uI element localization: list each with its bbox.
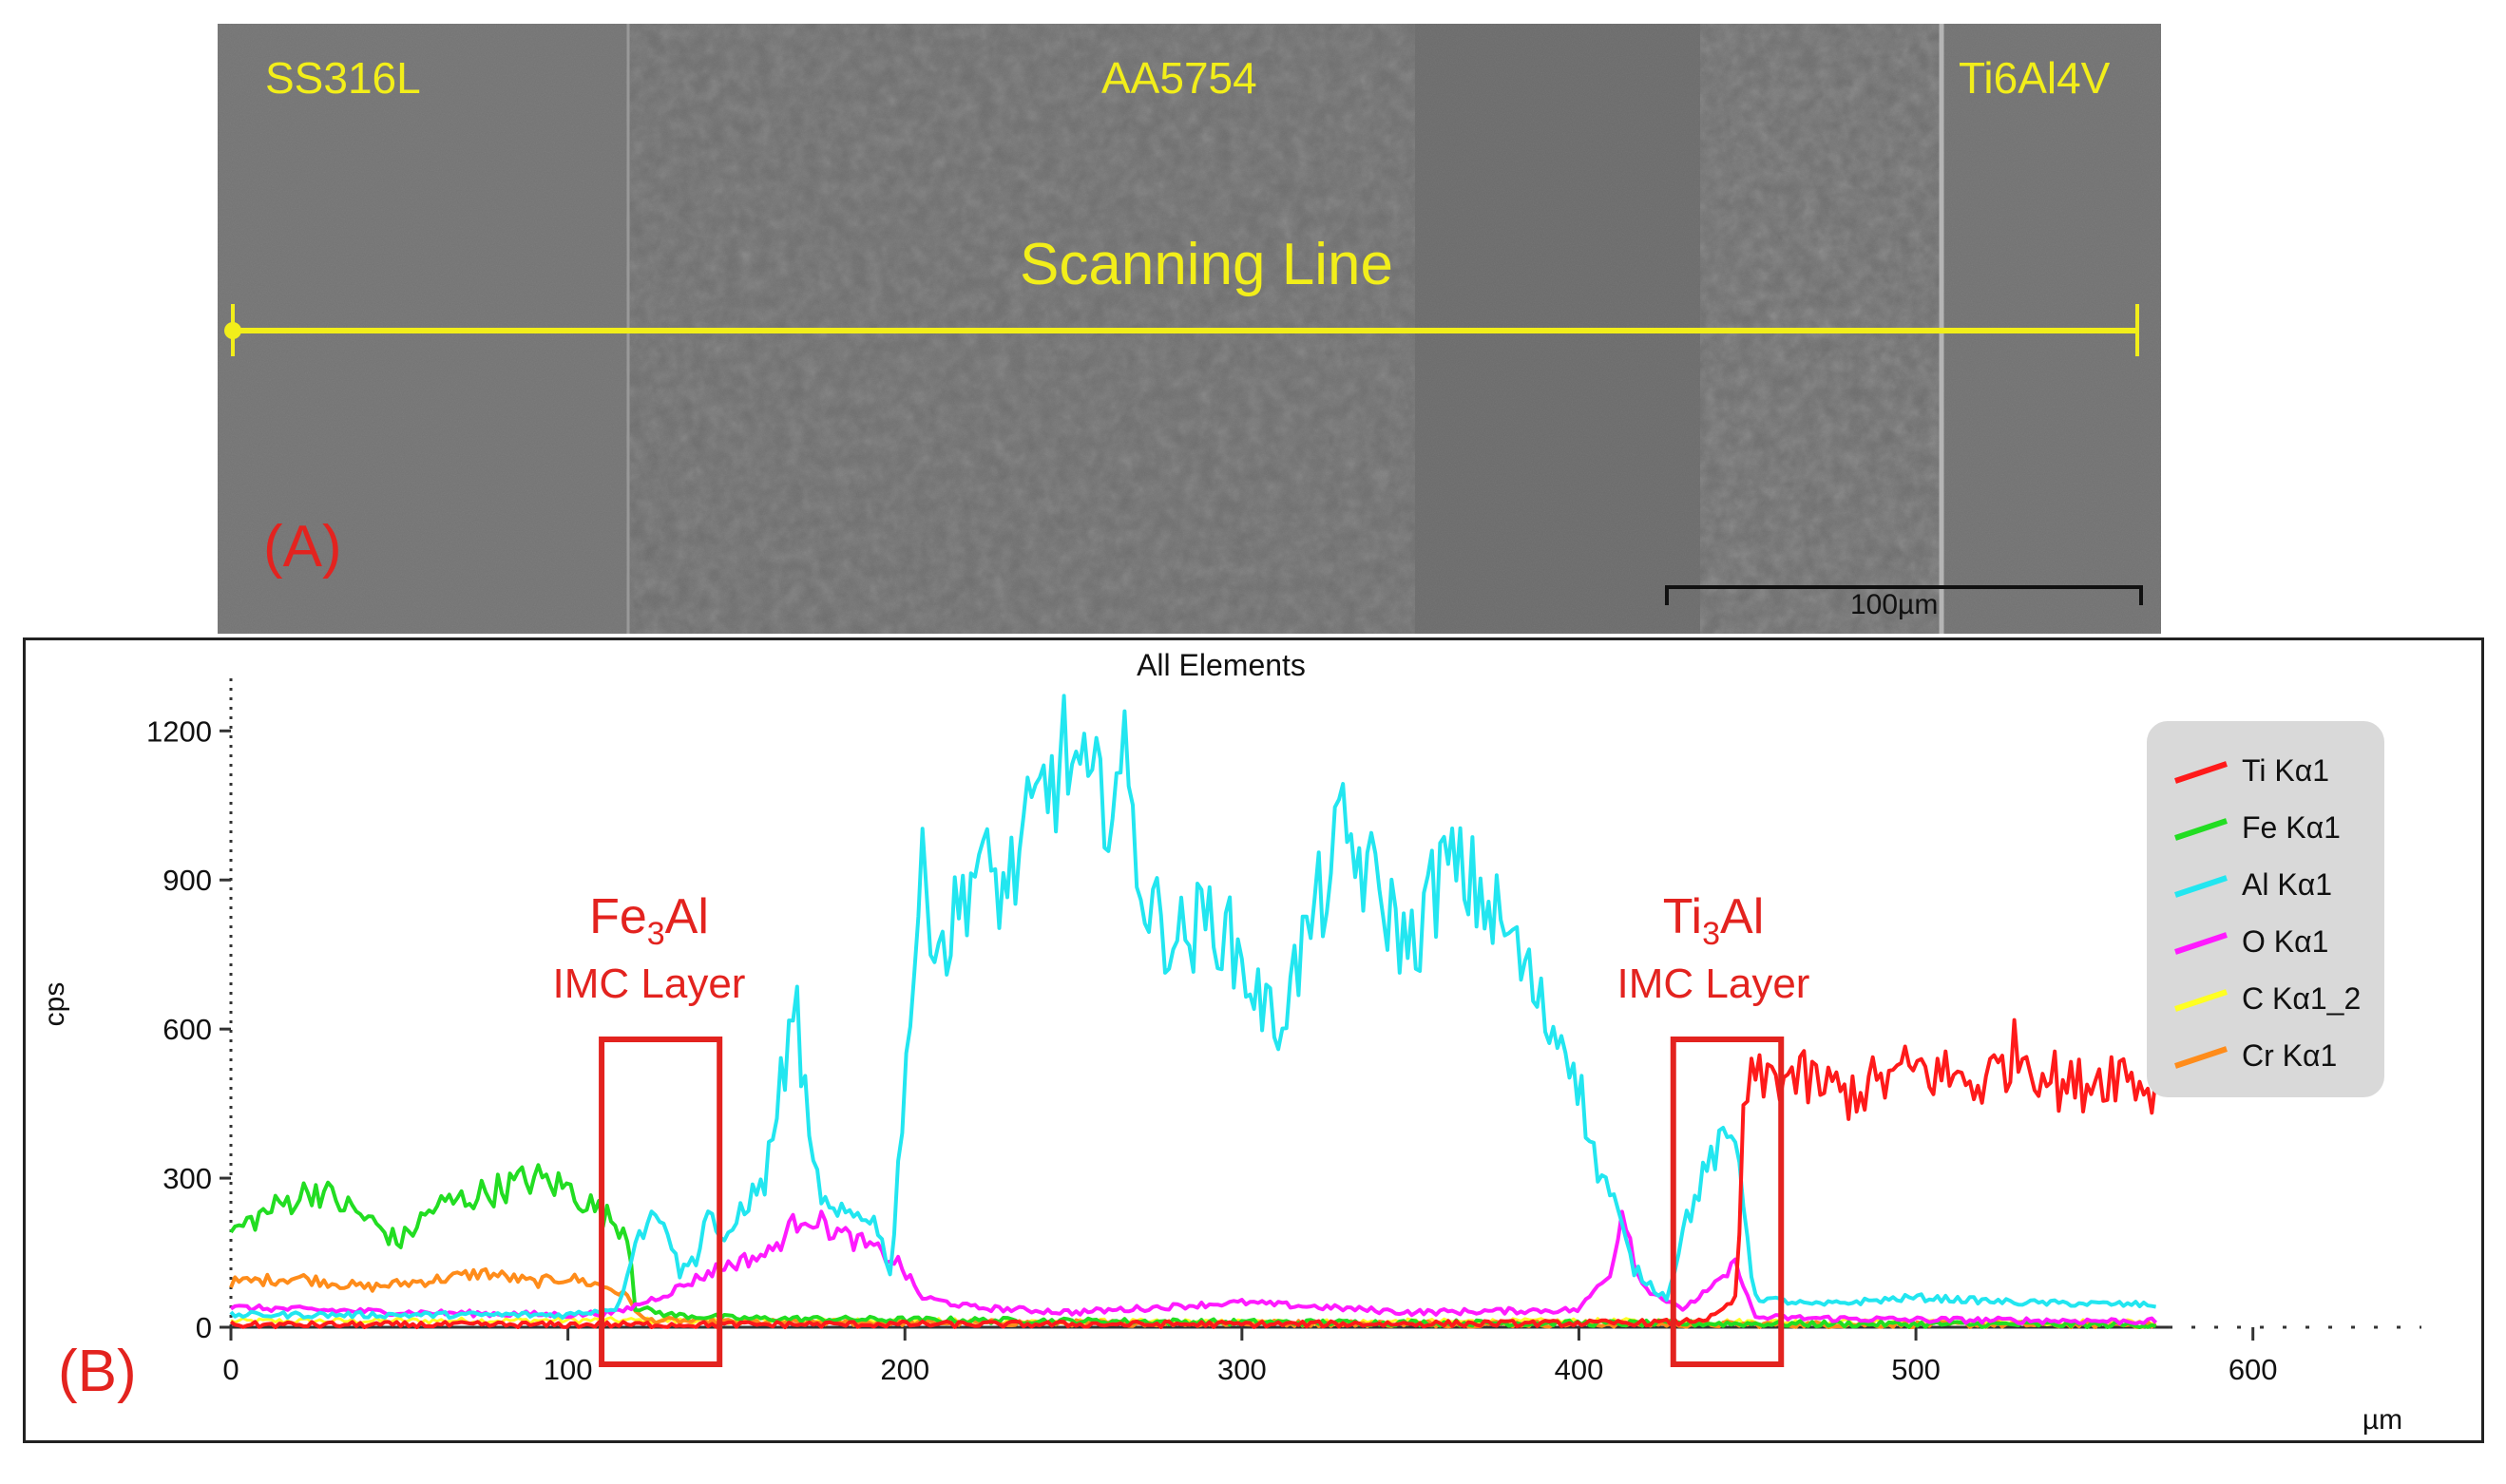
eds-line-scan-panel: All Elements cps µm 0 300 600 900 1200 0 100 20… [23, 637, 2484, 1443]
legend-swatch-fe [2174, 818, 2228, 841]
label-ss316l: SS316L [265, 53, 421, 103]
x-tick-label: 200 [880, 1353, 929, 1386]
series-line-fe [229, 1163, 2157, 1329]
legend-label-cr: Cr Kα1 [2242, 1038, 2337, 1073]
label-aa5754: AA5754 [1101, 53, 1257, 103]
annotation-fe3al: Fe3Al IMC Layer [553, 889, 746, 1007]
x-tick-label: 500 [1891, 1353, 1941, 1386]
ti3al-subtitle: IMC Layer [1617, 961, 1810, 1007]
legend-label-al: Al Kα1 [2242, 867, 2332, 902]
panel-b-label: (B) [58, 1339, 137, 1404]
series-line-ti [229, 1018, 2158, 1329]
panel-a-label: (A) [263, 514, 342, 580]
fe3al-base: Fe [589, 889, 647, 944]
highlight-layer [599, 1037, 1785, 1367]
sem-micrograph: SS316L AA5754 Ti6Al4V Scanning Line (A) … [218, 24, 2161, 634]
x-tick-label: 400 [1555, 1353, 1604, 1386]
y-tick-label: 0 [196, 1311, 212, 1344]
x-tick-label: 600 [2229, 1353, 2278, 1386]
scanning-line-start-dot [224, 322, 241, 339]
svg-text:Ti3Al: Ti3Al [1663, 889, 1765, 952]
legend-swatch-ti [2174, 761, 2228, 784]
svg-text:Fe3Al: Fe3Al [589, 889, 709, 952]
y-axis-label: cps [39, 982, 70, 1027]
scale-bar [1665, 585, 2143, 605]
label-scanning-line: Scanning Line [1020, 232, 1393, 297]
chart-title: All Elements [1137, 648, 1306, 682]
legend-swatch-al [2174, 875, 2228, 898]
legend-label-o: O Kα1 [2242, 924, 2328, 959]
legend-swatch-cr [2174, 1046, 2228, 1069]
x-tick-label: 300 [1217, 1353, 1267, 1386]
legend-swatch-o [2174, 932, 2228, 955]
y-tick-label: 1200 [146, 714, 212, 748]
legend-box [2147, 721, 2384, 1097]
sem-texture [218, 24, 2161, 634]
eds-line-scan-chart: All Elements cps µm 0 300 600 900 1200 0 100 20… [39, 648, 2421, 1436]
y-tick-label: 900 [163, 864, 212, 897]
ti3al-base: Ti [1663, 889, 1702, 944]
y-tick-label: 300 [163, 1162, 212, 1195]
x-axis-label: µm [2363, 1404, 2402, 1436]
legend-label-fe: Fe Kα1 [2242, 810, 2341, 845]
series-layer [229, 694, 2158, 1329]
scale-bar-label: 100µm [1850, 589, 1939, 620]
legend-swatch-c [2174, 989, 2228, 1012]
fe3al-tail: Al [665, 889, 709, 944]
x-tick-label: 0 [222, 1353, 239, 1386]
legend-label-c: C Kα1_2 [2242, 981, 2361, 1016]
fe3al-subtitle: IMC Layer [553, 961, 746, 1007]
ti3al-sub: 3 [1702, 916, 1720, 952]
y-tick-label: 600 [163, 1013, 212, 1046]
legend: Ti Kα1 Fe Kα1 Al Kα1 O Kα1 C Kα1_2 Cr Kα1 [2147, 721, 2384, 1097]
ti3al-tail: Al [1720, 889, 1764, 944]
legend-label-ti: Ti Kα1 [2242, 753, 2329, 788]
annotation-ti3al: Ti3Al IMC Layer [1617, 889, 1810, 1007]
fe3al-sub: 3 [647, 916, 665, 952]
x-tick-label: 100 [544, 1353, 593, 1386]
series-line-al [229, 694, 2156, 1321]
annotation-layer: Fe3Al IMC Layer Ti3Al IMC Layer [553, 889, 1810, 1007]
highlight-ti3al [1670, 1037, 1785, 1367]
series-line-o [229, 1209, 2158, 1326]
label-ti6al4v: Ti6Al4V [1959, 53, 2111, 103]
highlight-fe3al [599, 1037, 723, 1367]
